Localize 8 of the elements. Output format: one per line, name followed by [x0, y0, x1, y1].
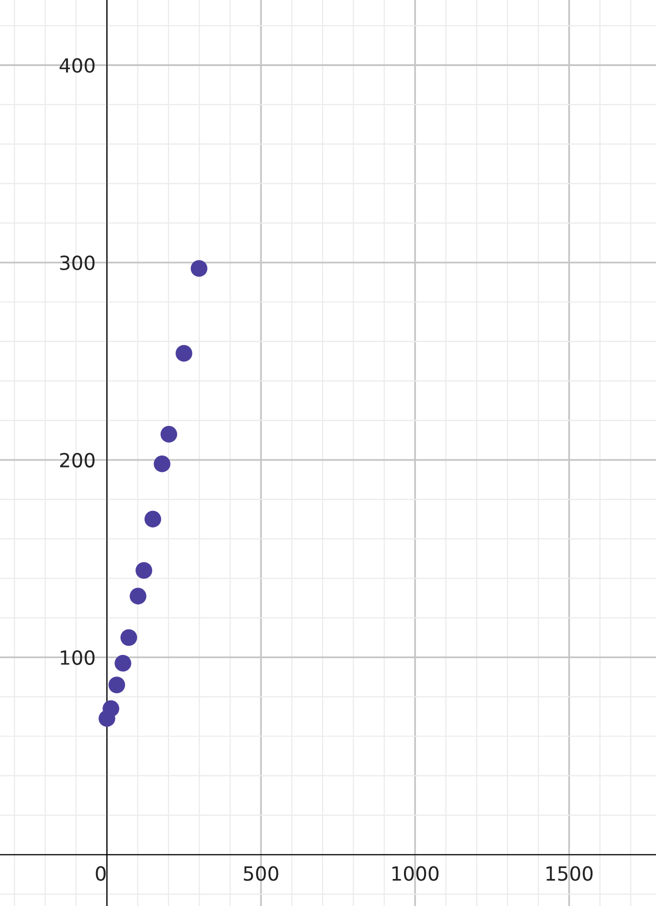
y-tick-label: 100 [60, 650, 95, 665]
y-tick-label: 400 [60, 58, 95, 73]
x-tick-label: 1500 [546, 866, 593, 881]
x-tick-label: 1000 [392, 866, 438, 881]
x-tick-label: 0 [96, 866, 106, 881]
x-tick-label: 500 [244, 866, 278, 881]
y-tick-label: 300 [60, 255, 95, 270]
y-tick-label: 200 [60, 452, 95, 468]
